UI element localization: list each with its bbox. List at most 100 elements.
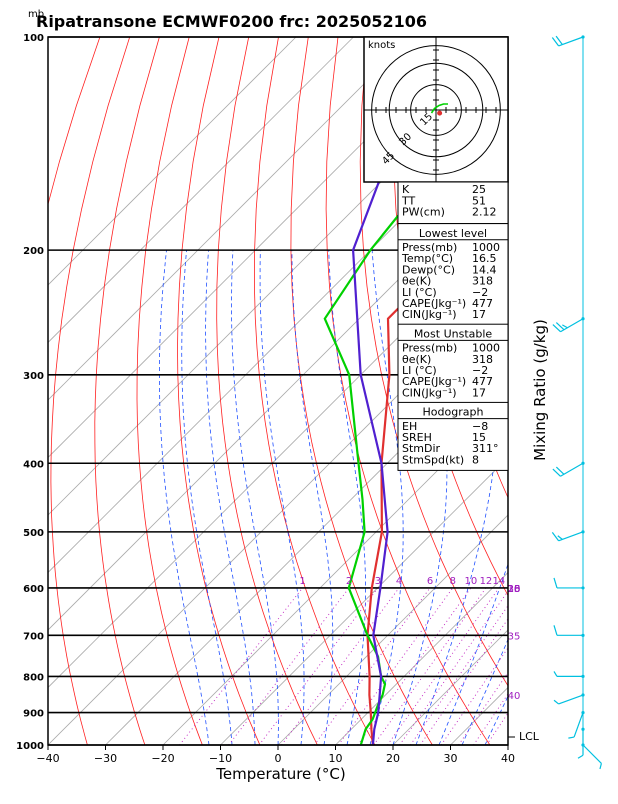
pressure-tick-label: 700 <box>23 631 44 642</box>
wind-barb-shaft <box>559 695 583 704</box>
pressure-tick-label: 100 <box>23 33 44 44</box>
wind-barb-feather <box>554 625 557 635</box>
mixing-ratio-label: 35 <box>508 631 521 642</box>
mixing-ratio-label: 6 <box>427 576 433 587</box>
dry-adiabat-line <box>51 37 130 745</box>
isotherm-line <box>0 37 354 745</box>
index-label: CIN(Jkg⁻¹) <box>402 386 457 399</box>
mixing-ratio-line <box>387 588 498 745</box>
pressure-tick-label: 900 <box>23 709 44 720</box>
wind-barb <box>581 743 601 769</box>
pressure-tick-label: 600 <box>23 584 44 595</box>
mixing-ratio-label: 4 <box>396 576 402 587</box>
mixing-ratio-line <box>358 588 471 745</box>
dry-adiabat-line <box>95 37 160 745</box>
moist-adiabat-line <box>159 250 209 745</box>
pressure-tick-label: 300 <box>23 371 44 382</box>
wind-barb <box>578 728 585 759</box>
wind-barb-feather <box>558 536 563 540</box>
wind-barb-feather <box>562 325 567 328</box>
pressure-tick-label: 800 <box>23 672 44 683</box>
x-axis-label: Temperature (°C) <box>215 765 345 783</box>
mixing-ratio-label: 8 <box>450 576 456 587</box>
wind-barb-shaft <box>583 745 601 763</box>
wind-barbs <box>552 35 601 769</box>
mixing-ratio-line <box>259 588 378 745</box>
wind-barb-feather <box>568 737 574 738</box>
isotherm-line <box>0 37 618 745</box>
index-section-header: Hodograph <box>423 406 484 419</box>
wind-barb <box>552 530 584 540</box>
pressure-tick-label: 200 <box>23 246 44 257</box>
index-value: 8 <box>472 453 479 466</box>
hodograph-unit: knots <box>368 40 395 51</box>
unit-corner-label: mb <box>28 9 44 20</box>
dry-adiabat-line <box>606 37 618 745</box>
chart-title: Ripatransone ECMWF0200 frc: 2025052106 <box>36 12 427 31</box>
index-value: 2.12 <box>472 206 497 219</box>
mixing-ratio-axis-label: Mixing Ratio (g/kg) <box>531 319 549 461</box>
wind-barb-feather <box>554 578 557 588</box>
mixing-ratio-line <box>229 588 349 745</box>
mixing-ratio-line <box>474 588 580 745</box>
x-tick-label: 10 <box>329 752 343 765</box>
pressure-tick-label: 1000 <box>16 741 44 752</box>
dry-adiabat-line <box>546 37 618 745</box>
pressure-tick-label: 500 <box>23 528 44 539</box>
wind-barb <box>554 625 585 637</box>
index-value: 17 <box>472 308 486 321</box>
index-value: 17 <box>472 386 486 399</box>
storm-motion-marker <box>437 111 442 116</box>
wind-barb-feather <box>552 532 558 540</box>
x-tick-label: 30 <box>444 752 458 765</box>
mixing-ratio-label: 14 <box>493 576 506 587</box>
wind-barb <box>554 671 585 678</box>
mixing-ratio-line <box>441 588 549 745</box>
index-section-header: Lowest level <box>419 227 487 240</box>
lcl-label: LCL <box>519 730 540 743</box>
mixing-ratio-label: 1 <box>299 576 305 587</box>
index-section-header: Most Unstable <box>414 327 493 340</box>
mixing-ratio-line <box>459 588 566 745</box>
mixing-ratio-label: 40 <box>508 691 521 702</box>
dry-adiabat-line <box>5 37 100 745</box>
mixing-ratio-line <box>338 588 452 745</box>
mixing-ratio-line <box>410 588 520 745</box>
pressure-tick-label: 400 <box>23 459 44 470</box>
dry-adiabat-line <box>576 37 618 745</box>
wind-barb-feather <box>554 671 557 676</box>
index-label: StmSpd(kt) <box>402 453 464 466</box>
wind-barb <box>552 35 584 45</box>
x-tick-label: 20 <box>386 752 400 765</box>
wind-barb-feather <box>554 700 559 704</box>
mixing-ratio-line <box>400 588 511 745</box>
mixing-ratio-line <box>374 588 486 745</box>
mixing-ratio-label: 30 <box>508 584 521 595</box>
isotherm-line <box>508 37 618 745</box>
index-label: CIN(Jkg⁻¹) <box>402 308 457 321</box>
x-tick-label: −20 <box>151 752 174 765</box>
wind-barb-feather <box>600 763 601 769</box>
moist-adiabat-line <box>182 250 232 745</box>
wind-barb <box>553 317 585 332</box>
isotherm-line <box>0 37 411 745</box>
mixing-ratio-label: 2 <box>346 576 352 587</box>
wind-barb <box>554 578 585 590</box>
wind-barb-shaft <box>574 713 583 737</box>
mixing-ratio-label: 3 <box>375 576 381 587</box>
x-tick-label: 0 <box>275 752 282 765</box>
isotherm-line <box>0 37 618 745</box>
isotherm-line <box>0 37 296 745</box>
index-label: PW(cm) <box>402 206 445 219</box>
x-tick-label: 40 <box>501 752 515 765</box>
wind-barb <box>554 693 585 703</box>
moist-adiabat-line <box>260 250 304 745</box>
mixing-ratio-label: 12 <box>480 576 493 587</box>
mixing-ratio-line <box>487 588 592 745</box>
wind-barb <box>553 462 585 477</box>
dry-adiabat-line <box>137 37 202 745</box>
